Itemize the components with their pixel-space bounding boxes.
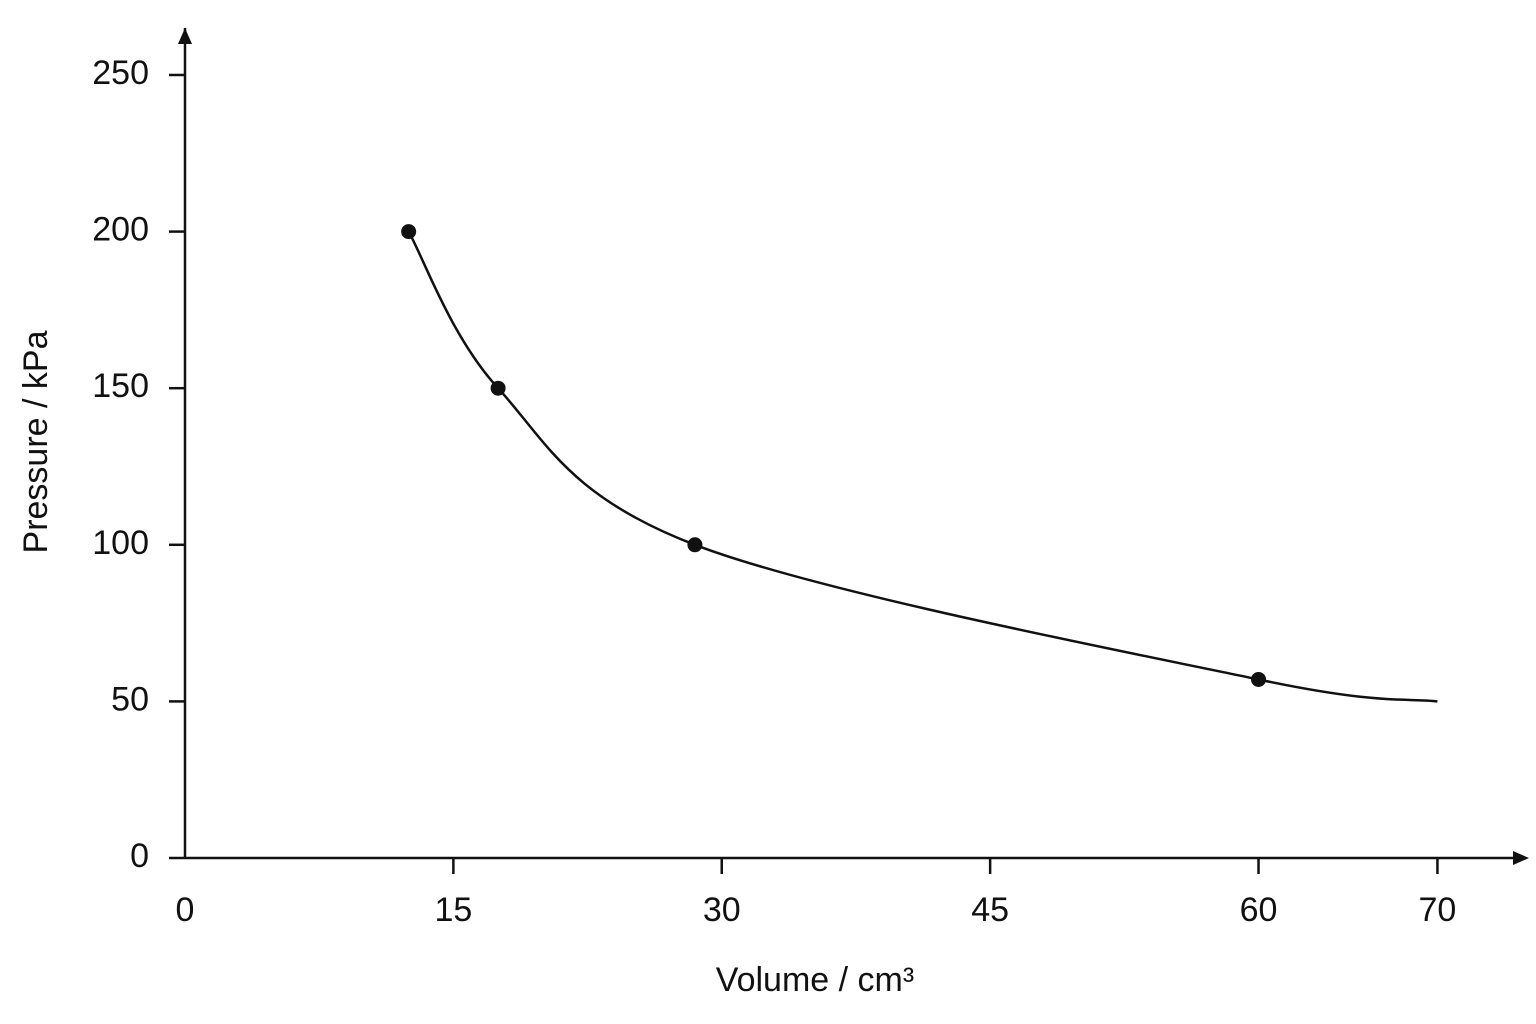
y-axis-arrow — [178, 28, 192, 44]
x-tick-label: 60 — [1240, 891, 1278, 929]
curve — [407, 230, 1438, 703]
y-tick-label: 250 — [92, 54, 149, 92]
y-tick-label: 100 — [92, 524, 149, 562]
x-axis-label: Volume / cm³ — [716, 961, 914, 999]
y-axis-label: Pressure / kPa — [17, 330, 55, 553]
x-tick-label: 15 — [434, 891, 472, 929]
x-tick-label: 70 — [1419, 891, 1457, 929]
data-point — [490, 380, 506, 396]
y-tick-label: 0 — [130, 837, 149, 875]
x-tick-label: 0 — [176, 891, 195, 929]
data-point — [401, 224, 417, 240]
y-tick-label: 50 — [111, 680, 149, 718]
x-axis-arrow — [1513, 851, 1529, 865]
y-tick-label: 200 — [92, 211, 149, 249]
data-point — [1251, 671, 1267, 687]
data-point — [687, 537, 703, 553]
y-tick-label: 150 — [92, 367, 149, 405]
x-tick-label: 45 — [971, 891, 1009, 929]
x-tick-label: 30 — [703, 891, 741, 929]
